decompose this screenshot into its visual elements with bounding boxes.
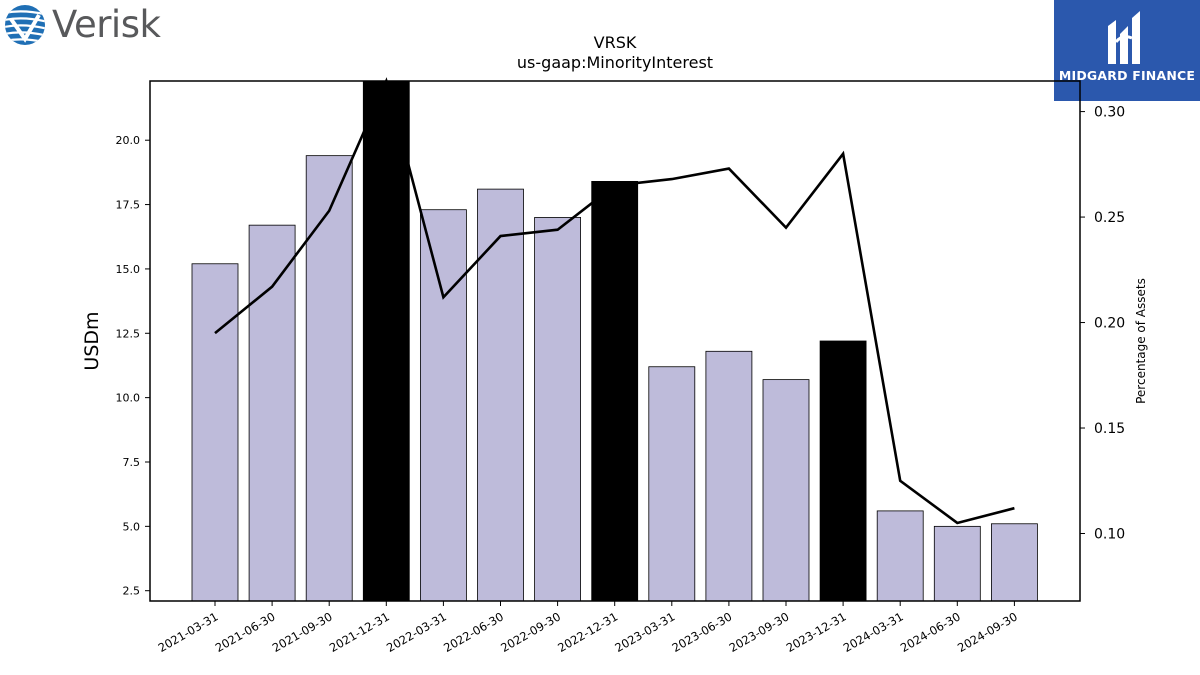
bar-2022-12-31 xyxy=(591,180,639,602)
y2-tick-label: 0.10 xyxy=(1094,526,1125,542)
y-tick-label: 12.5 xyxy=(116,327,141,340)
x-tick-label: 2023-06-30 xyxy=(670,609,735,655)
verisk-logo: Verisk xyxy=(4,3,174,47)
y-tick-label: 5.0 xyxy=(123,520,141,533)
bar-2024-06-30 xyxy=(933,525,981,602)
x-tick-label: 2021-03-31 xyxy=(156,609,221,655)
midgard-finance-logo: MIDGARD FINANCE xyxy=(1054,0,1200,101)
bar-2021-03-31 xyxy=(191,263,239,602)
x-tick-label: 2021-09-30 xyxy=(270,609,335,655)
chart-title: VRSK xyxy=(594,33,637,52)
bar-2023-06-30 xyxy=(705,350,753,602)
y2-tick-label: 0.25 xyxy=(1094,210,1125,226)
y2-tick-label: 0.20 xyxy=(1094,316,1125,332)
x-tick-label: 2024-03-31 xyxy=(841,609,906,655)
bar-2023-03-31 xyxy=(648,366,696,602)
x-tick-label: 2022-03-31 xyxy=(384,609,449,655)
y2-tick-label: 0.30 xyxy=(1094,105,1125,121)
y-axis-label: USDm xyxy=(81,311,103,370)
x-tick-label: 2023-09-30 xyxy=(727,609,792,655)
x-tick-label: 2024-06-30 xyxy=(898,609,963,655)
y-tick-label: 17.5 xyxy=(116,199,141,212)
bar-2022-09-30 xyxy=(534,217,581,602)
y-tick-label: 15.0 xyxy=(116,263,141,276)
y2-axis-label: Percentage of Assets xyxy=(1134,278,1148,404)
bar-2024-03-31 xyxy=(876,510,924,602)
y-tick-label: 7.5 xyxy=(123,456,141,469)
x-tick-label: 2022-09-30 xyxy=(498,609,563,655)
x-tick-label: 2023-12-31 xyxy=(784,609,849,655)
bar-2021-06-30 xyxy=(248,224,296,602)
x-tick-label: 2021-12-31 xyxy=(327,609,392,655)
y-tick-label: 20.0 xyxy=(116,134,141,147)
x-tick-label: 2021-06-30 xyxy=(213,609,278,655)
x-tick-label: 2024-09-30 xyxy=(955,609,1020,655)
midgard-mark-icon xyxy=(1108,11,1140,64)
verisk-globe-icon xyxy=(5,5,45,45)
bar-2023-09-30 xyxy=(762,379,810,602)
x-tick-label: 2023-03-31 xyxy=(612,609,677,655)
x-tick-label: 2022-06-30 xyxy=(441,609,506,655)
x-tick-label: 2022-12-31 xyxy=(555,609,620,655)
y2-tick-label: 0.15 xyxy=(1094,421,1125,437)
bar-2021-12-31 xyxy=(362,80,410,602)
bar-2024-09-30 xyxy=(991,523,1038,602)
verisk-wordmark: Verisk xyxy=(52,3,161,46)
chart-subtitle: us-gaap:MinorityInterest xyxy=(517,53,713,72)
bar-2022-06-30 xyxy=(477,188,524,602)
bar-2023-12-31 xyxy=(819,340,867,602)
y-tick-label: 2.5 xyxy=(123,585,141,598)
bar-2021-09-30 xyxy=(305,155,353,602)
bar-2022-03-31 xyxy=(419,209,467,602)
y-tick-label: 10.0 xyxy=(116,392,141,405)
midgard-wordmark: MIDGARD FINANCE xyxy=(1058,68,1196,83)
